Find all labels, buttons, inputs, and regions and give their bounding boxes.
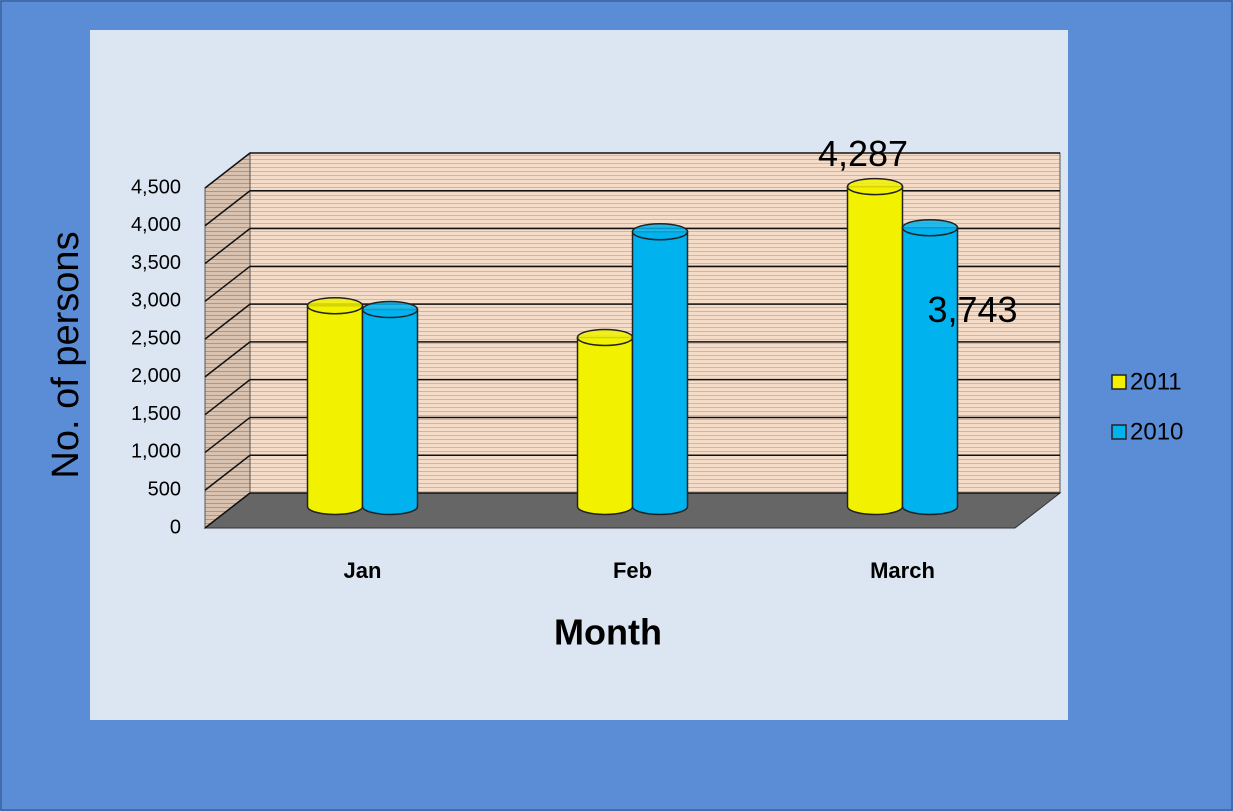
x-tick-label: Feb [613,558,652,583]
y-tick-label: 0 [170,516,181,538]
bar [576,328,634,516]
x-tick-label: Jan [344,558,382,583]
bar [361,300,419,516]
data-label: 3,743 [927,289,1017,330]
bar-body [846,185,904,516]
grid-line [204,416,1060,454]
y-tick-label: 4,000 [131,214,181,236]
x-axis-title: Month [554,612,662,653]
bar-top [631,222,689,241]
grid-line [204,378,1060,416]
bar [631,222,689,516]
bar-top [846,177,904,196]
bar-top [361,300,419,319]
bar-top [306,296,364,315]
bar-body [901,226,959,516]
legend-swatch [1111,424,1127,440]
grid-line [204,265,1060,302]
bar-body [306,304,364,516]
legend-swatch [1111,374,1127,390]
data-label: 4,287 [818,133,908,174]
bar-top [901,218,959,237]
grid-line [204,454,1060,491]
x-tick-label: March [870,558,935,583]
grid-line [204,190,1060,227]
y-tick-label: 500 [148,479,181,501]
y-tick-label: 1,500 [131,403,181,425]
side-wall [204,151,251,530]
y-tick-label: 3,500 [131,252,181,274]
y-tick-label: 1,000 [131,441,181,463]
grid-line [204,341,1060,378]
bar-top [576,328,634,347]
grid-line [204,227,1060,265]
grid-line [204,303,1060,340]
bar-body [361,308,419,516]
grid-line [204,492,1060,529]
y-tick-label: 2,000 [131,365,181,387]
bar [306,296,364,516]
y-axis-title: No. of persons [45,231,87,478]
bar-body [631,230,689,516]
bar [846,177,904,516]
y-tick-label: 4,500 [131,176,181,198]
grid-line [204,152,1060,189]
bar-body [576,336,634,516]
bar [901,218,959,516]
y-tick-label: 2,500 [131,327,181,349]
y-tick-label: 3,000 [131,290,181,312]
legend-label: 2011 [1130,368,1182,395]
legend-label: 2010 [1130,418,1183,445]
